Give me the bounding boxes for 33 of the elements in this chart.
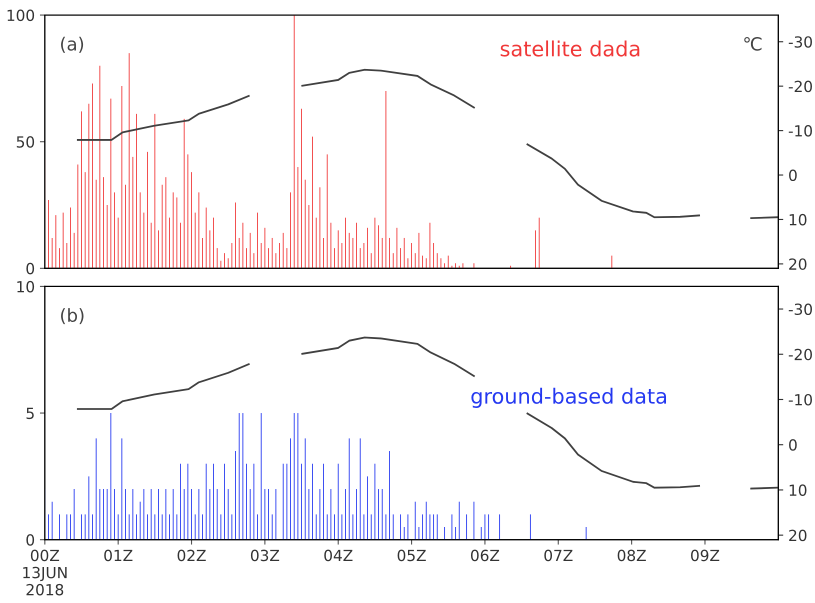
x-tick-label: 04Z <box>324 550 352 562</box>
x-tick-label: 02Z <box>178 550 206 562</box>
y-tick-label: 10 <box>17 280 34 292</box>
y2-tick-label: 10 <box>790 484 806 496</box>
y2-tick-label: 10 <box>790 214 806 226</box>
y2-tick-label: -20 <box>788 80 812 92</box>
x-tick-label: 06Z <box>470 550 500 562</box>
x-tick-label: 07Z <box>544 550 573 562</box>
y2-tick-label: 0 <box>789 439 797 451</box>
y2-tick-label: -10 <box>788 125 812 137</box>
y2-tick-label: -30 <box>788 36 812 48</box>
y-tick-label: 5 <box>26 408 34 420</box>
y2-tick-label: -20 <box>788 348 812 360</box>
x-tick-label: 09Z <box>691 550 720 562</box>
y2-tick-label: -10 <box>788 394 812 406</box>
y2-tick-label: 20 <box>789 530 806 542</box>
y-tick-label: 100 <box>8 10 34 22</box>
y-tick-label: 50 <box>16 136 34 148</box>
y2-tick-label: -30 <box>788 304 812 316</box>
y2-tick-label: 20 <box>789 258 806 270</box>
y2-tick-label: 0 <box>789 169 797 182</box>
text: satellite dada <box>500 40 640 57</box>
y-tick-label: 0 <box>26 534 34 546</box>
x-tick-label: 01Z <box>104 550 132 562</box>
y-tick-label: 0 <box>26 262 34 274</box>
annotation: ℃ <box>744 37 762 51</box>
x-tick-label: 00Z 13JUN 2018 <box>23 550 67 596</box>
text: ground-based data <box>471 388 666 408</box>
x-tick-label: 03Z <box>250 550 280 562</box>
annotation: (a) <box>61 36 84 53</box>
x-tick-label: 05Z <box>398 550 426 562</box>
x-tick-label: 08Z <box>618 550 646 562</box>
annotation: (b) <box>61 308 84 324</box>
